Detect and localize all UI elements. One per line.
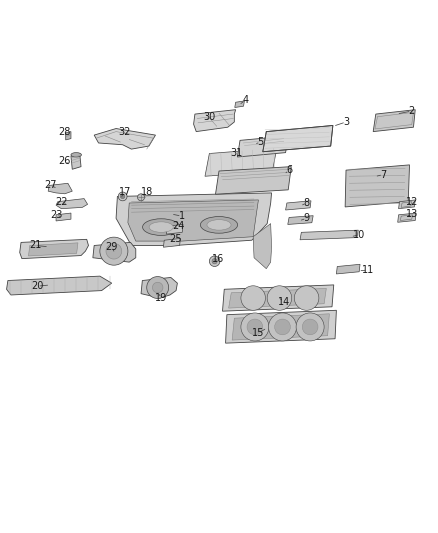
Text: 28: 28 [59,127,71,136]
Circle shape [120,194,125,199]
Polygon shape [223,285,334,311]
Polygon shape [56,213,71,221]
Circle shape [138,194,145,201]
Polygon shape [20,239,88,259]
Text: 18: 18 [141,187,153,197]
Text: 24: 24 [173,221,185,231]
Polygon shape [286,201,311,210]
Circle shape [275,319,290,335]
Text: 5: 5 [258,136,264,147]
Text: 29: 29 [106,242,118,252]
Text: 16: 16 [212,254,224,264]
Circle shape [241,286,265,310]
Circle shape [106,243,122,259]
Text: 15: 15 [252,328,265,338]
Polygon shape [232,314,329,340]
Circle shape [267,286,292,310]
Text: 14: 14 [278,296,290,306]
Polygon shape [373,110,415,132]
Text: 17: 17 [119,187,131,197]
Text: 21: 21 [29,240,41,251]
Text: 13: 13 [406,209,418,219]
Text: 10: 10 [353,230,365,240]
Circle shape [152,282,163,293]
Text: 26: 26 [59,156,71,166]
Text: 8: 8 [304,198,310,208]
Circle shape [100,237,128,265]
Ellipse shape [207,220,231,230]
Polygon shape [399,200,415,209]
Circle shape [118,192,127,201]
Polygon shape [235,101,244,108]
Ellipse shape [200,216,237,233]
Polygon shape [237,136,288,157]
Text: 7: 7 [380,169,386,180]
Text: 22: 22 [55,197,67,207]
Polygon shape [205,148,277,176]
Polygon shape [226,310,336,343]
Text: 25: 25 [169,235,181,244]
Polygon shape [56,199,88,209]
Text: 23: 23 [50,210,62,220]
Text: 31: 31 [230,149,243,158]
Circle shape [209,256,220,266]
Polygon shape [300,230,358,240]
Polygon shape [288,216,313,224]
Polygon shape [66,132,71,140]
Circle shape [241,313,269,341]
Ellipse shape [149,222,173,232]
Polygon shape [215,167,291,194]
Polygon shape [116,193,272,246]
Polygon shape [28,243,78,256]
Polygon shape [141,278,177,298]
Circle shape [212,259,217,264]
Polygon shape [345,165,410,207]
Polygon shape [128,200,258,241]
Polygon shape [336,264,360,274]
Text: 12: 12 [406,197,418,207]
Polygon shape [253,223,272,269]
Polygon shape [163,238,180,247]
Circle shape [296,313,324,341]
Polygon shape [93,243,136,262]
Circle shape [268,313,297,341]
Ellipse shape [142,219,180,236]
Circle shape [294,286,319,310]
Text: 19: 19 [155,293,167,303]
Text: 6: 6 [286,165,292,175]
Text: 3: 3 [343,117,349,127]
Polygon shape [48,183,72,194]
Circle shape [302,319,318,335]
Text: 32: 32 [119,127,131,136]
Text: 11: 11 [362,265,374,275]
Polygon shape [263,125,333,152]
Polygon shape [229,288,326,308]
Text: 1: 1 [179,211,185,221]
Text: 4: 4 [242,95,248,105]
Text: 20: 20 [31,281,43,291]
Text: 2: 2 [409,106,415,116]
Polygon shape [166,224,183,234]
Text: 30: 30 [203,112,215,122]
Circle shape [247,319,263,335]
Text: 9: 9 [304,213,310,223]
Ellipse shape [71,152,81,157]
Circle shape [147,277,169,298]
Polygon shape [94,128,155,149]
Polygon shape [71,154,81,169]
Polygon shape [398,213,416,222]
Text: 27: 27 [44,181,57,190]
Polygon shape [7,276,112,295]
Polygon shape [194,110,236,132]
